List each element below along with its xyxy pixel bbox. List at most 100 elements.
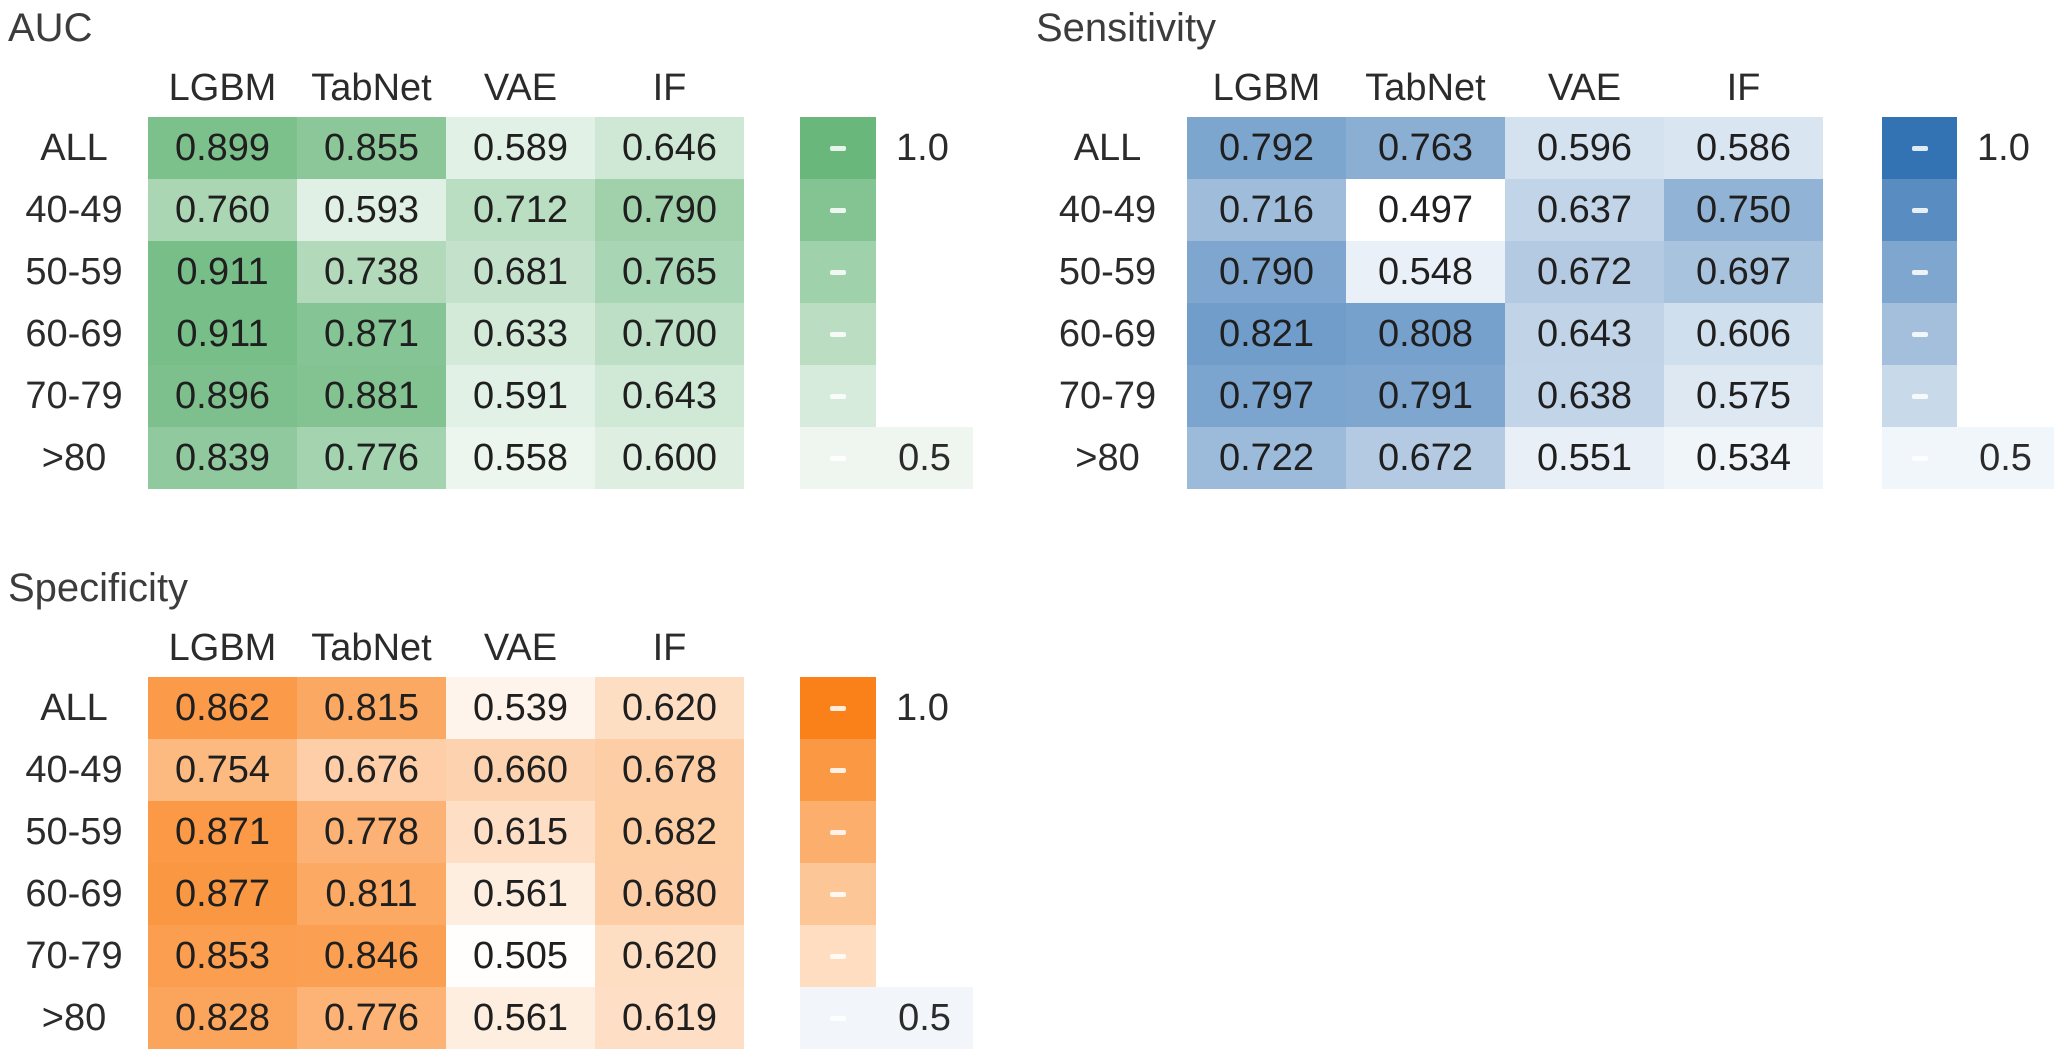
heatmap-cell: 0.606 <box>1664 303 1823 365</box>
heatmap-cell: 0.615 <box>446 801 595 863</box>
colorbar-segment <box>800 365 876 427</box>
chart-title: Sensitivity <box>1036 6 1217 50</box>
heatmap-cell: 0.534 <box>1664 427 1823 489</box>
heatmap-cell: 0.738 <box>297 241 446 303</box>
heatmap-cell: 0.776 <box>297 427 446 489</box>
heatmap-cell: 0.846 <box>297 925 446 987</box>
auc-heatmap: AUC LGBM TabNet VAE IF ALL 40-49 50-59 60-69 70-… <box>0 0 1010 500</box>
chart-title: AUC <box>8 6 93 50</box>
column-header: TabNet <box>1365 67 1486 109</box>
colorbar-tick-icon <box>830 830 846 835</box>
heatmap-cell: 0.600 <box>595 427 744 489</box>
heatmap-cell: 0.682 <box>595 801 744 863</box>
column-header: IF <box>1726 67 1761 109</box>
heatmap-cell: 0.589 <box>446 117 595 179</box>
row-label: 70-79 <box>25 375 123 417</box>
column-header: LGBM <box>168 67 277 109</box>
heatmap-cell: 0.862 <box>148 677 297 739</box>
row-label: 40-49 <box>1058 189 1157 231</box>
heatmap-cell: 0.815 <box>297 677 446 739</box>
colorbar-tick-icon <box>830 1016 846 1021</box>
sensitivity-heatmap: Sensitivity LGBM TabNet VAE IF ALL 40-49 50-59… <box>1028 0 2056 500</box>
heatmap-cell: 0.575 <box>1664 365 1823 427</box>
colorbar-segment <box>1882 179 1957 241</box>
row-label-column: ALL 40-49 50-59 60-69 70-79 >80 <box>0 677 148 1049</box>
row-label: 70-79 <box>25 935 123 977</box>
heatmap-cell: 0.700 <box>595 303 744 365</box>
colorbar-tick-icon <box>1911 394 1928 399</box>
column-header-row: LGBM TabNet VAE IF <box>148 64 744 112</box>
heatmap-cell: 0.811 <box>297 863 446 925</box>
heatmap-cell: 0.853 <box>148 925 297 987</box>
heatmap-cell: 0.839 <box>148 427 297 489</box>
column-header: IF <box>652 627 687 669</box>
heatmap-cell: 0.638 <box>1505 365 1664 427</box>
heatmap-cell: 0.828 <box>148 987 297 1049</box>
heatmap-cell: 0.591 <box>446 365 595 427</box>
chart-title: Specificity <box>8 566 189 610</box>
colorbar-segment <box>800 739 876 801</box>
heatmap-cell: 0.716 <box>1187 179 1346 241</box>
colorbar-tick-icon <box>830 146 846 151</box>
colorbar-min-box: 0.5 <box>800 427 973 489</box>
heatmap-cell: 0.672 <box>1505 241 1664 303</box>
heatmap-cell: 0.855 <box>297 117 446 179</box>
colorbar-segment <box>800 677 876 739</box>
row-label: ALL <box>40 687 108 729</box>
column-header: TabNet <box>311 67 432 109</box>
heatmap-cell: 0.680 <box>595 863 744 925</box>
column-header: LGBM <box>1212 67 1321 109</box>
heatmap-cell: 0.548 <box>1346 241 1505 303</box>
row-label: >80 <box>41 437 107 479</box>
heatmap-cell: 0.633 <box>446 303 595 365</box>
colorbar-segment <box>800 179 876 241</box>
colorbar-segment <box>800 925 876 987</box>
row-label: 50-59 <box>25 251 123 293</box>
heatmap-cell: 0.697 <box>1664 241 1823 303</box>
heatmap-cell: 0.539 <box>446 677 595 739</box>
heatmap-cell: 0.722 <box>1187 427 1346 489</box>
colorbar-tick-icon <box>830 892 846 897</box>
heatmap-cell: 0.672 <box>1346 427 1505 489</box>
row-label: ALL <box>40 127 108 169</box>
heatmap-cell: 0.792 <box>1187 117 1346 179</box>
heatmap-cell: 0.899 <box>148 117 297 179</box>
row-label: 60-69 <box>25 873 123 915</box>
row-label: 60-69 <box>25 313 123 355</box>
heatmap-cell: 0.791 <box>1346 365 1505 427</box>
colorbar-segment <box>800 801 876 863</box>
heatmap-cell: 0.676 <box>297 739 446 801</box>
heatmap-cell: 0.596 <box>1505 117 1664 179</box>
colorbar-tick-icon <box>1911 208 1928 213</box>
heatmap-cell: 0.643 <box>1505 303 1664 365</box>
heatmap-cell: 0.881 <box>297 365 446 427</box>
colorbar-segment <box>800 117 876 179</box>
colorbar-segment <box>1882 241 1957 303</box>
row-label: 70-79 <box>1058 375 1157 417</box>
row-label: 40-49 <box>25 189 123 231</box>
colorbar-min-box: 0.5 <box>800 987 973 1049</box>
heatmap-cell: 0.760 <box>148 179 297 241</box>
colorbar-tick-icon <box>1911 332 1928 337</box>
heatmap-cell: 0.558 <box>446 427 595 489</box>
heatmap-cell: 0.620 <box>595 925 744 987</box>
heatmap-cell: 0.561 <box>446 863 595 925</box>
row-label: 40-49 <box>25 749 123 791</box>
heatmap-cell: 0.750 <box>1664 179 1823 241</box>
heatmap-cell: 0.776 <box>297 987 446 1049</box>
colorbar-segment <box>800 303 876 365</box>
colorbar-min-label: 0.5 <box>1979 437 2032 479</box>
column-header-row: LGBM TabNet VAE IF <box>1187 64 1823 112</box>
specificity-heatmap: Specificity LGBM TabNet VAE IF ALL 40-49 50-59… <box>0 560 1010 1064</box>
colorbar-segment <box>1882 117 1957 179</box>
row-label: 60-69 <box>1058 313 1157 355</box>
colorbar-tick-icon <box>830 456 846 461</box>
colorbar-tick-icon <box>830 208 846 213</box>
column-header: TabNet <box>311 627 432 669</box>
heatmap-cell: 0.637 <box>1505 179 1664 241</box>
heatmap-cell: 0.678 <box>595 739 744 801</box>
heatmap-cell: 0.911 <box>148 303 297 365</box>
colorbar-segment <box>1882 303 1957 365</box>
colorbar-tick-icon <box>830 954 846 959</box>
heatmap-cell: 0.911 <box>148 241 297 303</box>
